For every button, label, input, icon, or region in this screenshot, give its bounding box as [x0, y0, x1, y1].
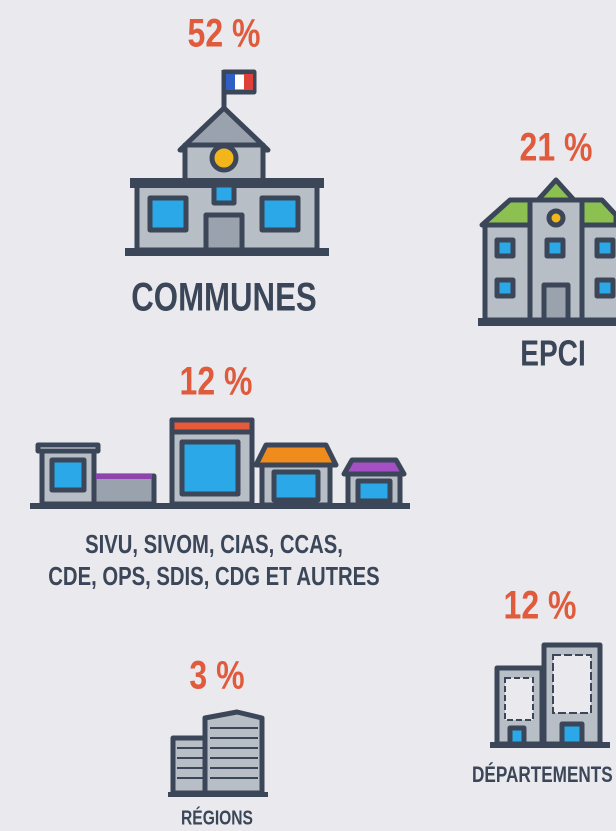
percent: 3 % — [189, 652, 244, 697]
percent: 21 % — [520, 124, 593, 169]
label: RÉGIONS — [181, 805, 253, 828]
syndicats-icon — [30, 417, 410, 509]
label-line: CDE, OPS, SDIS, CDG ET AUTRES — [48, 561, 379, 590]
departements-icon — [490, 642, 610, 748]
label: EPCI — [520, 333, 586, 373]
epci-icon — [478, 177, 616, 326]
label: COMMUNES — [131, 275, 316, 320]
percent: 12 % — [504, 582, 577, 627]
regions-icon — [168, 709, 268, 797]
label: DÉPARTEMENTS — [472, 762, 613, 788]
communes-icon — [125, 69, 329, 256]
label-line: SIVU, SIVOM, CIAS, CCAS, — [85, 529, 343, 558]
percent: 12 % — [180, 358, 253, 403]
percent: 52 % — [188, 10, 261, 55]
